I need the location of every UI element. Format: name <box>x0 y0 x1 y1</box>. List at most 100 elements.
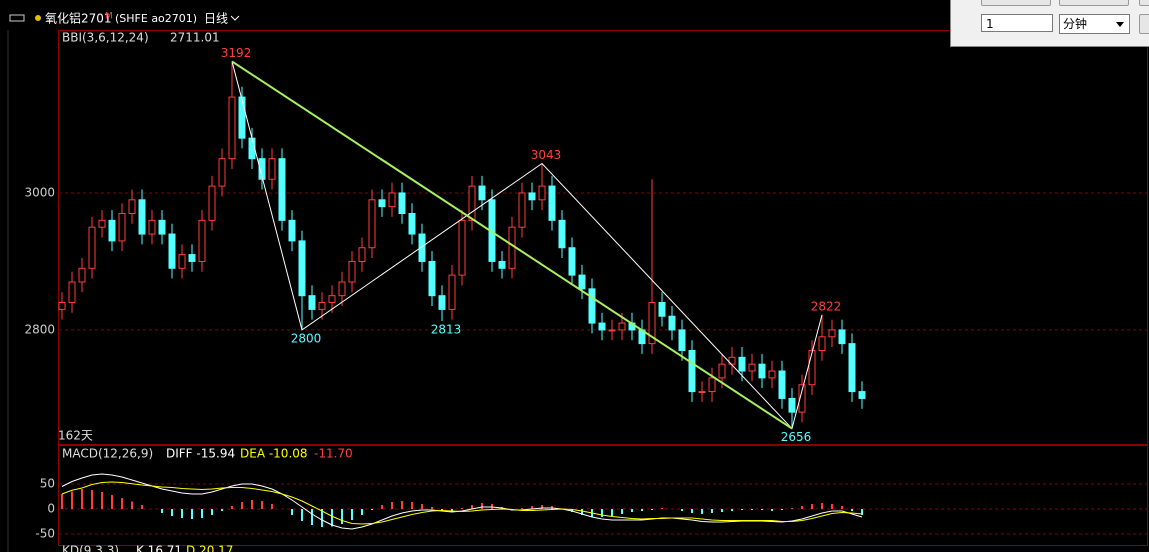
candle-body <box>378 199 386 208</box>
candle-body <box>738 356 746 372</box>
candle-body <box>678 329 686 351</box>
symbol: 氧化铝2701 <box>45 11 112 26</box>
candle-body <box>498 260 506 269</box>
diff-label: DIFF -15.94 <box>166 447 235 461</box>
button[interactable] <box>1139 0 1149 6</box>
candle-body <box>138 199 146 235</box>
candle-body <box>398 192 406 214</box>
code: (SHFE ao2701) <box>115 12 197 25</box>
candle-body <box>298 240 306 297</box>
candle-body <box>58 302 66 310</box>
candle-body <box>608 329 616 332</box>
dea-label: DEA -10.08 <box>240 447 308 461</box>
candle-body <box>108 219 116 242</box>
zigzag <box>231 61 823 430</box>
candle-body <box>198 219 206 262</box>
candle-body <box>128 199 136 214</box>
candle-body <box>778 370 786 399</box>
candle-body <box>178 254 186 269</box>
button[interactable] <box>981 0 1051 6</box>
candle-body <box>758 363 766 379</box>
candle-body <box>308 295 316 310</box>
candle-body <box>548 185 556 221</box>
candle-body <box>218 158 226 187</box>
candle-body <box>368 199 376 249</box>
candle-body <box>418 233 426 262</box>
macd-line <box>61 481 863 525</box>
k-label: K 16.71 <box>136 544 182 552</box>
d-label: D 20.17 <box>186 544 233 552</box>
candle-body <box>578 274 586 290</box>
candle-body <box>698 391 706 394</box>
candle-body <box>438 295 446 310</box>
pivot-label: 2800 <box>291 331 322 345</box>
y-tick-label: 0 <box>47 502 55 516</box>
candle-body <box>458 219 466 276</box>
period-caret <box>230 15 240 21</box>
candle-body <box>238 96 246 139</box>
indicator-name: BBI(3,6,12,24) <box>62 31 149 45</box>
trend-line <box>231 60 793 430</box>
candle-body <box>618 322 626 331</box>
candle-body <box>828 329 836 338</box>
candle-body <box>538 185 546 201</box>
candle-body <box>808 349 816 386</box>
menu-icon[interactable] <box>9 14 25 22</box>
macd-label: -11.70 <box>314 447 353 461</box>
candle-body <box>468 185 476 221</box>
candle-body <box>768 370 776 379</box>
candle-body <box>648 302 656 345</box>
y-tick-label: -50 <box>35 527 55 541</box>
candle-body <box>208 185 216 221</box>
candle-body <box>818 336 826 351</box>
candle-body <box>858 391 866 399</box>
candle-body <box>78 267 86 283</box>
status-dot <box>35 15 41 21</box>
candle-body <box>478 185 486 201</box>
candle-body <box>528 192 536 201</box>
unit-select[interactable]: 分钟 <box>1059 14 1130 34</box>
span-label: 162天 <box>58 429 93 443</box>
flag: M <box>105 12 113 22</box>
y-tick-label: 2800 <box>24 322 55 336</box>
macd-panel <box>58 445 1148 546</box>
macd-title: MACD(12,26,9) <box>62 447 153 461</box>
pivot-label: 2822 <box>811 299 842 313</box>
interval-input[interactable]: 1 <box>981 14 1053 32</box>
candle-body <box>448 274 456 310</box>
candle-body <box>278 158 286 221</box>
candle-body <box>338 281 346 297</box>
pivot-label: 2656 <box>781 430 812 444</box>
button[interactable] <box>1139 14 1149 34</box>
candle-body <box>598 322 606 331</box>
candle-body <box>428 260 436 297</box>
pivot-label: 3192 <box>221 46 252 60</box>
candle-body <box>558 219 566 249</box>
candle-body <box>228 96 236 160</box>
candle-body <box>408 212 416 235</box>
period[interactable]: 日线 <box>204 12 228 26</box>
indicator-value: 2711.01 <box>170 31 220 45</box>
candle-body <box>88 226 96 269</box>
pivot-label: 3043 <box>531 148 562 162</box>
candle-body <box>718 363 726 379</box>
candle-body <box>848 343 856 393</box>
candle-body <box>838 329 846 345</box>
candle-body <box>68 281 76 304</box>
candle-body <box>158 219 166 235</box>
candle-body <box>268 158 276 180</box>
candle-body <box>788 397 796 413</box>
candle-body <box>288 219 296 242</box>
price-panel <box>58 30 1148 445</box>
y-tick-label: 50 <box>40 477 55 491</box>
candle-body <box>318 302 326 310</box>
kd-title: KD(9,3,3) <box>62 544 119 552</box>
control-panel: 1 分钟 <box>950 0 1149 47</box>
candle-body <box>568 247 576 276</box>
candle-body <box>728 356 736 365</box>
candle-body <box>148 219 156 235</box>
candle-body <box>588 288 596 324</box>
button[interactable] <box>1059 0 1129 6</box>
